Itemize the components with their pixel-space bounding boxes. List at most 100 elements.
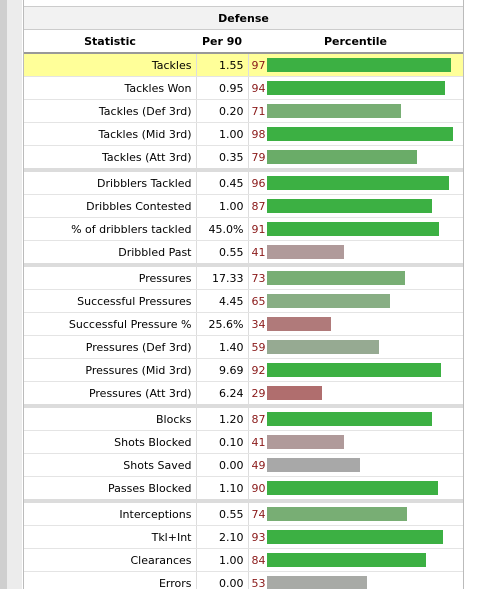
stat-row: Successful Pressures 4.45 65 <box>24 289 463 313</box>
percentile-bar <box>266 317 332 331</box>
statistic: Passes Blocked <box>24 476 197 502</box>
statistic: Clearances <box>24 548 197 572</box>
per-90: 0.45 <box>196 168 249 195</box>
percentile-cell: 59 <box>248 335 463 359</box>
percentile-cell: 87 <box>248 404 463 431</box>
bar-track <box>266 127 457 141</box>
bar-track <box>266 576 457 589</box>
stat-row: Tackles (Att 3rd) 0.35 79 <box>24 145 463 171</box>
percentile-cell: 29 <box>248 381 463 407</box>
percentile-value: 91 <box>251 222 266 236</box>
bar-track <box>266 58 457 72</box>
percentile-value: 53 <box>251 576 266 589</box>
percentile-cell: 94 <box>248 76 463 100</box>
percentile-bar <box>266 576 368 589</box>
percentile-cell: 74 <box>248 499 463 526</box>
percentile-bar <box>266 507 408 521</box>
per-90: 1.10 <box>196 476 249 502</box>
percentile-value: 59 <box>251 340 266 354</box>
percentile-cell: 96 <box>248 168 463 195</box>
stat-row: Dribbles Contested 1.00 87 <box>24 194 463 218</box>
statistic: Tkl+Int <box>24 525 197 549</box>
percentile-cell: 84 <box>248 548 463 572</box>
bar-track <box>266 530 457 544</box>
column-header[interactable]: Percentile <box>248 29 463 54</box>
percentile-bar <box>266 294 390 308</box>
statistic: Blocks <box>24 404 197 431</box>
percentile-bar <box>266 412 432 426</box>
table-container: Defense Statistic Per 90 Percentile Tack… <box>23 0 464 589</box>
stat-row: Tackles (Def 3rd) 0.20 71 <box>24 99 463 123</box>
bar-track <box>266 104 457 118</box>
per-90: 6.24 <box>196 381 249 407</box>
statistic: Pressures (Def 3rd) <box>24 335 197 359</box>
per-90: 0.55 <box>196 499 249 526</box>
percentile-bar <box>266 150 417 164</box>
statistic: Tackles Won <box>24 76 197 100</box>
statistic: Dribbles Contested <box>24 194 197 218</box>
stat-row: Pressures (Att 3rd) 6.24 29 <box>24 381 463 407</box>
per-90: 0.00 <box>196 453 249 477</box>
stat-row: Passes Blocked 1.10 90 <box>24 476 463 502</box>
percentile-value: 34 <box>251 317 266 331</box>
percentile-bar <box>266 363 442 377</box>
percentile-value: 96 <box>251 176 266 190</box>
side-strip <box>0 0 22 589</box>
stat-row: Successful Pressure % 25.6% 34 <box>24 312 463 336</box>
per-90: 0.55 <box>196 240 249 266</box>
statistic: Pressures (Mid 3rd) <box>24 358 197 382</box>
statistic: Successful Pressure % <box>24 312 197 336</box>
stat-row: % of dribblers tackled 45.0% 91 <box>24 217 463 241</box>
percentile-value: 74 <box>251 507 266 521</box>
per-90: 1.20 <box>196 404 249 431</box>
percentile-cell: 90 <box>248 476 463 502</box>
bar-track <box>266 199 457 213</box>
percentile-value: 87 <box>251 412 266 426</box>
percentile-bar <box>266 127 453 141</box>
column-header[interactable]: Statistic <box>24 29 196 54</box>
statistic: Interceptions <box>24 499 197 526</box>
percentile-cell: 79 <box>248 145 463 171</box>
column-header[interactable]: Per 90 <box>196 29 248 54</box>
per-90: 0.35 <box>196 145 249 171</box>
percentile-cell: 34 <box>248 312 463 336</box>
bar-track <box>266 222 457 236</box>
per-90: 0.00 <box>196 571 249 589</box>
bar-track <box>266 458 457 472</box>
per-90: 45.0% <box>196 217 249 241</box>
percentile-cell: 93 <box>248 525 463 549</box>
bar-track <box>266 271 457 285</box>
stat-row: Interceptions 0.55 74 <box>24 499 463 526</box>
per-90: 1.55 <box>196 53 249 77</box>
percentile-cell: 98 <box>248 122 463 146</box>
per-90: 1.00 <box>196 122 249 146</box>
stat-row: Shots Saved 0.00 49 <box>24 453 463 477</box>
defense-table: Defense Statistic Per 90 Percentile Tack… <box>24 0 463 589</box>
per-90: 17.33 <box>196 263 249 290</box>
percentile-value: 73 <box>251 271 266 285</box>
percentile-bar <box>266 176 449 190</box>
bar-track <box>266 294 457 308</box>
statistic: Tackles (Mid 3rd) <box>24 122 197 146</box>
percentile-cell: 49 <box>248 453 463 477</box>
percentile-bar <box>266 271 406 285</box>
table-title: Defense <box>24 6 463 30</box>
percentile-bar <box>266 340 379 354</box>
per-90: 1.00 <box>196 194 249 218</box>
per-90: 4.45 <box>196 289 249 313</box>
percentile-bar <box>266 222 440 236</box>
bar-track <box>266 481 457 495</box>
percentile-value: 79 <box>251 150 266 164</box>
percentile-cell: 65 <box>248 289 463 313</box>
statistic: Pressures <box>24 263 197 290</box>
bar-track <box>266 412 457 426</box>
stat-row: Errors 0.00 53 <box>24 571 463 589</box>
per-90: 0.20 <box>196 99 249 123</box>
statistic: Tackles <box>24 53 197 77</box>
stat-row: Pressures (Mid 3rd) 9.69 92 <box>24 358 463 382</box>
percentile-cell: 41 <box>248 430 463 454</box>
percentile-cell: 41 <box>248 240 463 266</box>
percentile-value: 94 <box>251 81 266 95</box>
percentile-bar <box>266 245 345 259</box>
